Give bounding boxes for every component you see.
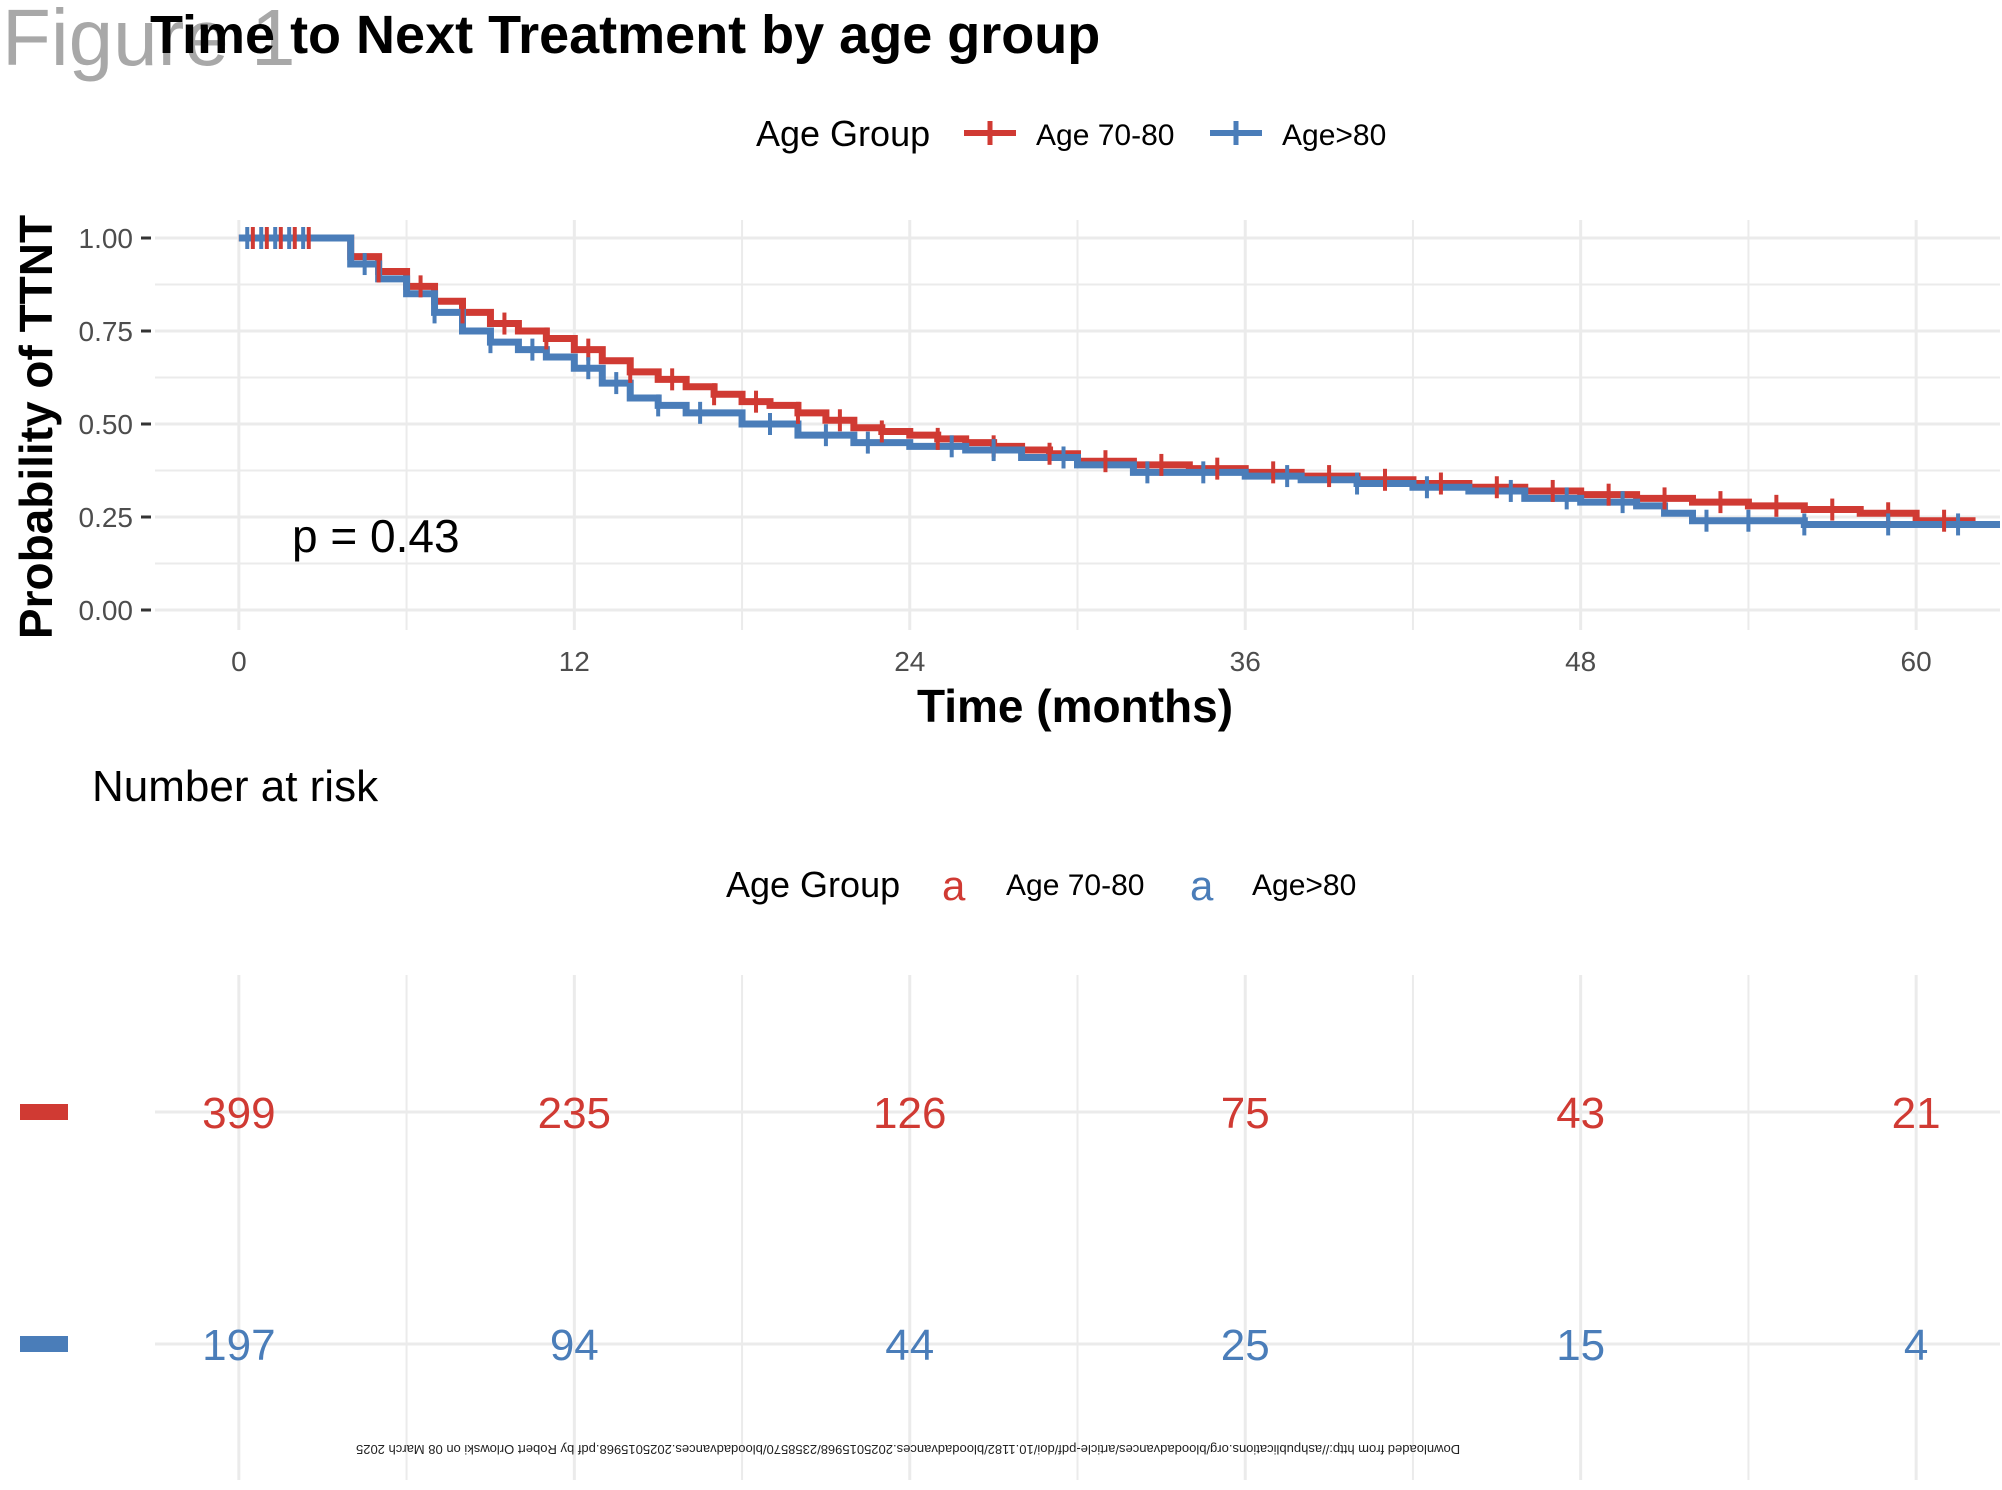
y-tick-label: 0.25 [79,502,134,533]
km-axes: 0 12 24 36 48 60 0.00 0.25 0.50 0.75 1.00 [79,223,1932,677]
risk-grid [155,975,2000,1480]
risk-legend-label-age-gt-80: Age>80 [1252,869,1356,902]
risk-value: 399 [202,1089,275,1138]
km-curve-age-70-80 [238,234,2000,528]
risk-row-key-age-70-80 [20,1104,68,1120]
risk-value: 94 [550,1321,599,1370]
y-tick-label: 0.00 [79,595,134,626]
risk-values: 399 235 126 75 43 21 197 94 44 25 15 4 [202,1089,1940,1370]
chart-title: Time to Next Treatment by age group [150,5,1101,65]
x-tick-label: 36 [1230,646,1261,677]
risk-value: 235 [538,1089,611,1138]
km-curves [238,234,2000,528]
km-legend-label-age-gt-80: Age>80 [1282,119,1386,152]
risk-row-keys [20,1104,68,1352]
download-footer: Downloaded from http://ashpublications.o… [356,1442,1461,1457]
risk-value: 15 [1556,1321,1605,1370]
risk-value: 25 [1221,1321,1270,1370]
figure-label: Figure 1 [2,0,296,82]
risk-value: 75 [1221,1089,1270,1138]
km-censor-marks [245,227,1961,536]
x-tick-label: 60 [1901,646,1932,677]
x-tick-label: 0 [231,646,247,677]
risk-legend-title: Age Group [726,864,900,905]
risk-value: 197 [202,1321,275,1370]
p-value-annotation: p = 0.43 [292,510,460,562]
risk-value: 126 [873,1089,946,1138]
risk-legend-label-age-70-80: Age 70-80 [1006,869,1144,902]
risk-row-key-age-gt-80 [20,1336,68,1352]
risk-legend-key-age-70-80: a [942,862,966,909]
x-tick-label: 48 [1565,646,1596,677]
risk-value: 44 [885,1321,934,1370]
risk-legend-key-age-gt-80: a [1190,862,1214,909]
km-curve-age-gt-80 [238,234,2000,528]
risk-value: 43 [1556,1089,1605,1138]
km-legend-title: Age Group [756,113,930,154]
x-tick-label: 24 [894,646,925,677]
y-tick-label: 0.75 [79,316,134,347]
risk-table-title: Number at risk [92,762,379,811]
risk-value: 4 [1904,1321,1928,1370]
x-axis-label: Time (months) [917,680,1233,732]
risk-value: 21 [1892,1089,1941,1138]
y-tick-label: 0.50 [79,409,134,440]
km-legend: Age Group Age 70-80 Age>80 [756,113,1386,154]
risk-legend: Age Group a Age 70-80 a Age>80 [726,862,1356,909]
x-tick-label: 12 [559,646,590,677]
y-tick-label: 1.00 [79,223,134,254]
y-axis-label: Probability of TTNT [10,215,62,639]
km-legend-label-age-70-80: Age 70-80 [1036,119,1174,152]
